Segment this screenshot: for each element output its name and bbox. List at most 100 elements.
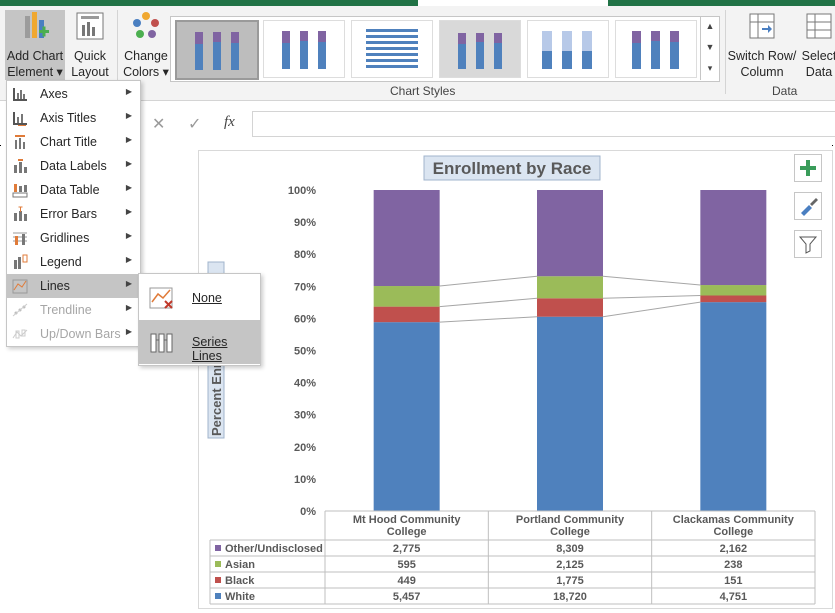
switch-row-column-label-2: Column: [740, 65, 784, 79]
series-line: [602, 301, 701, 318]
chart-title-icon: [15, 135, 25, 149]
submenu-arrow-icon: ▶: [125, 87, 132, 96]
add-chart-element-label-1: Add Chart: [6, 49, 64, 63]
add-chart-element-label-2: Element ▾: [7, 65, 63, 79]
submenu-arrow-icon: ▶: [125, 159, 132, 168]
submenu-item-label: None: [192, 291, 222, 305]
series-line: [439, 316, 538, 323]
enter-icon[interactable]: ✓: [188, 116, 202, 133]
chart-style-thumb[interactable]: [175, 20, 259, 80]
chart-style-thumb[interactable]: [615, 20, 697, 78]
quick-layout-label-1: Quick: [74, 49, 106, 63]
bar-segment-other-undisclosed: [537, 190, 603, 277]
brush-icon: [801, 198, 818, 216]
menu-item-label: Legend: [40, 255, 82, 269]
chart-elements-button[interactable]: [794, 154, 822, 182]
error-bars-icon: [14, 206, 27, 221]
submenu-arrow-icon: ▶: [125, 231, 132, 240]
gridlines-icon: [13, 232, 27, 245]
menu-item-label: Error Bars: [40, 207, 97, 221]
menu-item-gridlines[interactable]: Gridlines ▶: [7, 226, 140, 250]
bar-segment-black: [700, 295, 767, 303]
legend-key: [215, 593, 221, 599]
menu-item-up-down-bars: Up/Down Bars ▶: [7, 322, 140, 346]
y-tick-label: 80%: [294, 249, 316, 261]
menu-item-label: Gridlines: [40, 231, 90, 245]
menu-item-error-bars[interactable]: Error Bars ▶: [7, 202, 140, 226]
gallery-down-icon[interactable]: ▼: [705, 42, 715, 52]
legend-icon: [14, 254, 28, 269]
menu-item-label: Axis Titles: [40, 111, 97, 125]
ribbon-separator: [117, 10, 118, 94]
y-tick-label: 70%: [294, 281, 316, 293]
table-value: 5,457: [393, 591, 421, 603]
insert-function-icon[interactable]: fx: [224, 114, 235, 130]
submenu-item-series-lines[interactable]: Series Lines: [139, 320, 260, 364]
table-value: 1,775: [556, 575, 584, 587]
y-axis-title[interactable]: Percent Enr: [209, 363, 224, 436]
chart-styles-group-label: Chart Styles: [390, 84, 456, 98]
menu-item-axis-titles[interactable]: Axis Titles ▶: [7, 106, 140, 130]
menu-item-label: Chart Title: [40, 135, 97, 149]
series-line: [439, 297, 538, 308]
submenu-arrow-icon: ▶: [125, 255, 132, 264]
data-group-label: Data: [772, 84, 798, 98]
gallery-up-icon[interactable]: ▲: [705, 21, 715, 31]
category-label: Portland Community College: [516, 514, 625, 538]
submenu-item-none[interactable]: None: [139, 276, 260, 320]
y-tick-label: 40%: [294, 378, 316, 390]
plus-icon: [800, 160, 816, 176]
submenu-item-label: Series Lines: [192, 335, 228, 363]
gallery-more-icon[interactable]: ▾: [707, 63, 713, 73]
chart-title[interactable]: Enrollment by Race: [433, 159, 592, 178]
accent-gap: [418, 0, 608, 6]
menu-item-label: Lines: [40, 279, 70, 293]
series-line: [439, 275, 538, 287]
bar-segment-black: [537, 298, 603, 317]
formula-input[interactable]: [252, 111, 835, 137]
cancel-icon[interactable]: ✕: [152, 116, 166, 133]
select-data-label-1: Select: [801, 49, 835, 63]
submenu-arrow-icon: ▶: [125, 303, 132, 312]
bar-segment-white: [373, 322, 440, 511]
chart-filters-button[interactable]: [794, 230, 822, 258]
legend-key: [215, 561, 221, 567]
menu-item-lines[interactable]: Lines ▶: [7, 274, 140, 298]
menu-item-data-labels[interactable]: Data Labels ▶: [7, 154, 140, 178]
chart-style-thumb[interactable]: [527, 20, 609, 78]
menu-item-axes[interactable]: Axes ▶: [7, 82, 140, 106]
switch-row-column-icon: [749, 13, 775, 39]
series-lines-icon: [150, 333, 173, 353]
change-colors-button[interactable]: Change Colors ▾: [122, 10, 170, 80]
chart-style-thumb[interactable]: [439, 20, 521, 78]
bar-segment-other-undisclosed: [373, 190, 440, 287]
data-labels-icon: [14, 159, 27, 173]
menu-item-chart-title[interactable]: Chart Title ▶: [7, 130, 140, 154]
select-data-label-2: Data: [805, 65, 833, 79]
bar-segment-other-undisclosed: [700, 190, 767, 286]
chart-style-thumb[interactable]: [263, 20, 345, 78]
data-table-icon: [12, 184, 28, 198]
menu-item-data-table[interactable]: Data Table ▶: [7, 178, 140, 202]
submenu-arrow-icon: ▶: [125, 111, 132, 120]
legend-label: White: [225, 591, 255, 603]
table-value: 4,751: [720, 591, 748, 603]
select-data-icon: [806, 13, 832, 39]
select-data-button[interactable]: Select Data: [799, 10, 835, 80]
add-chart-element-button[interactable]: Add Chart Element ▾: [5, 10, 65, 80]
chart-style-thumb[interactable]: [351, 20, 433, 78]
menu-item-legend[interactable]: Legend ▶: [7, 250, 140, 274]
menu-item-label: Up/Down Bars: [40, 327, 121, 341]
menu-item-label: Trendline: [40, 303, 92, 317]
lines-icon: [12, 279, 28, 294]
chart-title-box[interactable]: [423, 155, 601, 181]
submenu-arrow-icon: ▶: [125, 279, 132, 288]
legend-label: Asian: [225, 559, 255, 571]
category-label: Mt Hood Community College: [353, 514, 461, 538]
switch-row-column-button[interactable]: Switch Row/ Column: [727, 10, 797, 80]
chart-styles-button[interactable]: [794, 192, 822, 220]
chart-styles-gallery: [170, 16, 720, 82]
y-tick-label: 60%: [294, 313, 316, 325]
axes-icon: [13, 88, 27, 101]
table-value: 2,775: [393, 543, 421, 555]
